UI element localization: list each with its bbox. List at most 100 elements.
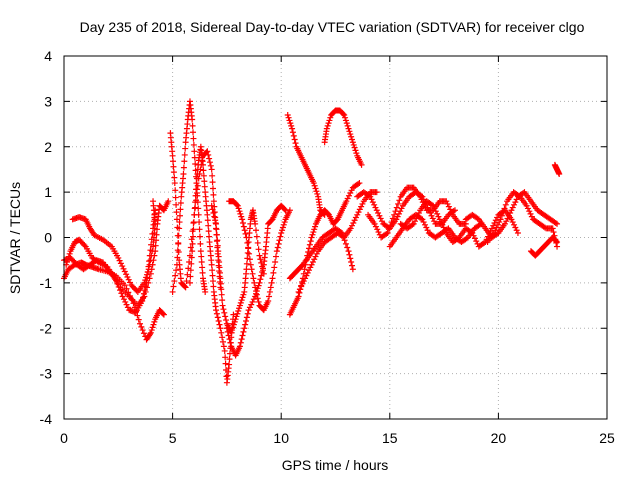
- data-point: [417, 193, 424, 200]
- data-point: [288, 122, 295, 129]
- data-point: [149, 324, 156, 331]
- data-point: [199, 269, 206, 276]
- data-point: [137, 320, 144, 327]
- data-point: [358, 203, 365, 210]
- data-point: [451, 207, 458, 214]
- data-point: [180, 164, 187, 171]
- data-point: [147, 247, 154, 254]
- data-point: [140, 294, 147, 301]
- data-point: [191, 148, 198, 155]
- data-point: [249, 298, 256, 305]
- data-point: [431, 218, 438, 225]
- data-point: [395, 210, 402, 217]
- data-point: [119, 293, 126, 300]
- data-point: [372, 204, 379, 211]
- series-arc-1: [61, 259, 167, 343]
- data-point: [290, 132, 297, 139]
- data-point: [473, 238, 480, 245]
- data-point: [269, 275, 276, 282]
- data-point: [374, 226, 381, 233]
- data-point: [242, 321, 249, 328]
- data-point: [240, 328, 247, 335]
- data-point: [120, 296, 127, 303]
- data-point: [64, 256, 71, 263]
- data-point: [160, 311, 167, 318]
- data-point: [349, 262, 356, 269]
- data-point: [176, 219, 183, 226]
- data-point: [253, 227, 260, 234]
- data-point: [235, 205, 242, 212]
- data-point: [208, 166, 215, 173]
- data-point: [463, 235, 470, 242]
- data-point: [189, 240, 196, 247]
- data-point: [388, 219, 395, 226]
- x-axis-label: GPS time / hours: [282, 457, 389, 473]
- data-point: [491, 229, 498, 236]
- data-point: [249, 270, 256, 277]
- data-point: [65, 253, 72, 260]
- data-point: [180, 170, 187, 177]
- data-point: [191, 205, 198, 212]
- data-point: [508, 216, 515, 223]
- data-point: [171, 180, 178, 187]
- data-point: [284, 111, 291, 118]
- data-point: [344, 195, 351, 202]
- data-point: [345, 192, 352, 199]
- data-point: [239, 294, 246, 301]
- data-point: [248, 266, 255, 273]
- data-point: [187, 267, 194, 274]
- data-point: [204, 148, 211, 155]
- data-point: [213, 310, 220, 317]
- data-point: [435, 213, 442, 220]
- data-point: [303, 272, 310, 279]
- data-point: [118, 290, 125, 297]
- data-point: [291, 136, 298, 143]
- data-point: [302, 275, 309, 282]
- data-point: [323, 125, 330, 132]
- data-point: [189, 116, 196, 123]
- data-point: [441, 227, 448, 234]
- data-point: [310, 180, 317, 187]
- data-point: [173, 216, 180, 223]
- data-point: [244, 310, 251, 317]
- data-point: [520, 190, 527, 197]
- data-point: [174, 232, 181, 239]
- data-point: [512, 199, 519, 206]
- data-point: [507, 209, 514, 216]
- series-arc-10: [226, 198, 293, 314]
- data-point: [353, 150, 360, 157]
- data-point: [208, 202, 215, 209]
- data-point: [346, 128, 353, 135]
- data-point: [236, 208, 243, 215]
- data-point: [438, 219, 445, 226]
- data-point: [76, 236, 83, 243]
- data-point: [527, 210, 534, 217]
- data-point: [257, 256, 264, 263]
- data-point: [224, 328, 231, 335]
- data-point: [254, 239, 261, 246]
- data-point: [152, 207, 159, 214]
- data-point: [313, 188, 320, 195]
- data-point: [141, 287, 148, 294]
- data-point: [286, 207, 293, 214]
- data-point: [202, 288, 209, 295]
- data-point: [246, 256, 253, 263]
- data-point: [148, 327, 155, 334]
- data-point: [394, 213, 401, 220]
- data-point: [187, 273, 194, 280]
- data-point: [217, 325, 224, 332]
- data-point: [248, 301, 255, 308]
- data-point: [490, 222, 497, 229]
- data-point: [210, 191, 217, 198]
- data-point: [123, 271, 130, 278]
- data-point: [213, 231, 220, 238]
- data-point: [378, 218, 385, 225]
- data-point: [200, 172, 207, 179]
- data-point: [182, 284, 189, 291]
- data-point: [210, 209, 217, 216]
- data-point: [160, 310, 167, 317]
- data-point: [502, 201, 509, 208]
- data-point: [148, 241, 155, 248]
- data-point: [345, 125, 352, 132]
- data-point: [213, 307, 220, 314]
